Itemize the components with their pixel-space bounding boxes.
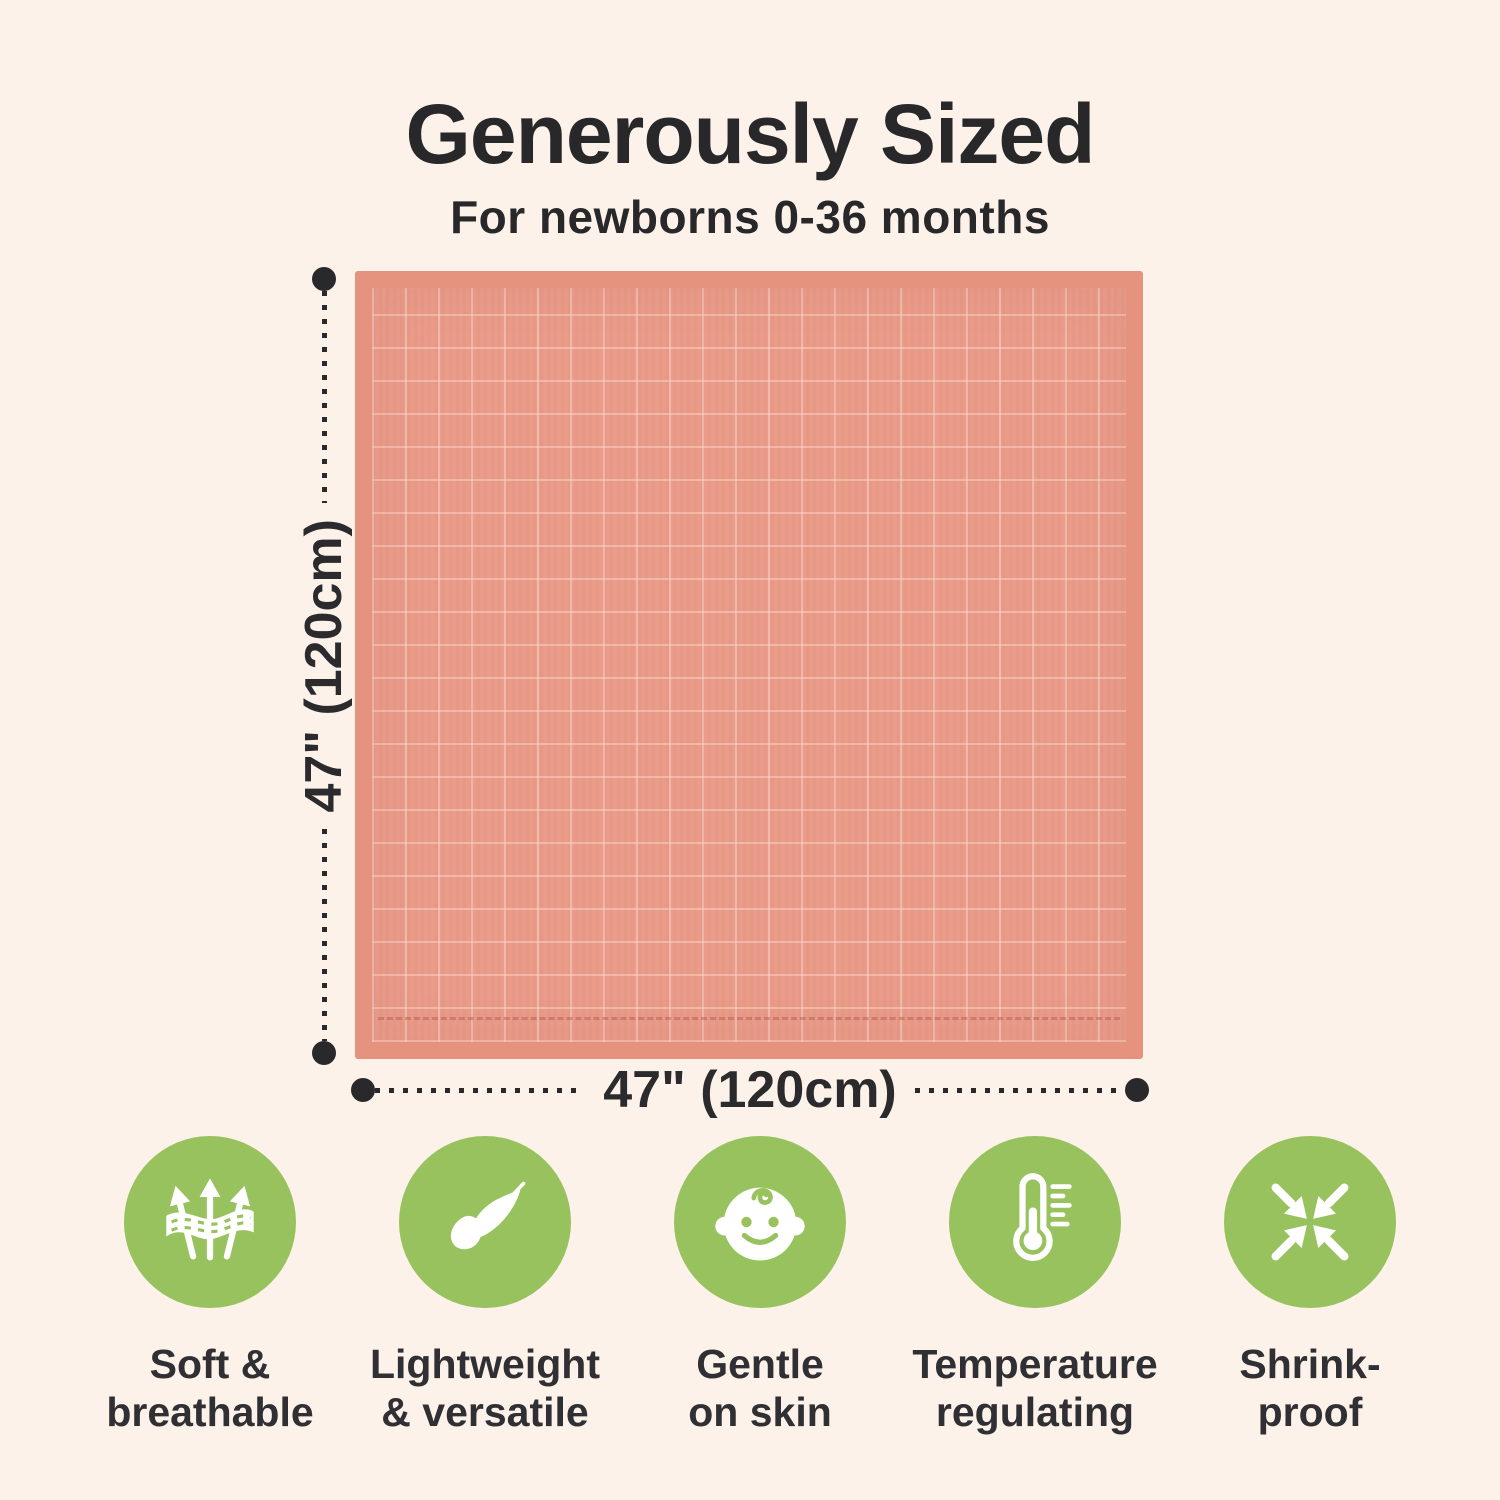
width-dimension-label: 47" (120cm) (603, 1061, 897, 1119)
baby-face-icon (715, 1187, 805, 1261)
width-dimension: 47" (120cm) (351, 1062, 1149, 1118)
feature-badge (949, 1136, 1121, 1308)
feature-shrink-proof: Shrink- proof (1173, 1136, 1448, 1437)
features-row: Soft & breathable Lightweight & versatil… (0, 1136, 1500, 1437)
feature-label: Lightweight & versatile (369, 1341, 600, 1436)
height-dimension: 47" (120cm) (295, 267, 353, 1065)
dotted-line-horizontal (375, 1087, 586, 1093)
feature-label: Gentle on skin (688, 1341, 832, 1436)
feature-badge (1224, 1136, 1396, 1308)
dotted-line-vertical (321, 828, 327, 1041)
feature-soft-breathable: Soft & breathable (73, 1136, 348, 1437)
thermometer-icon (1013, 1173, 1072, 1261)
height-dimension-label: 47" (120cm) (295, 519, 353, 813)
feather-icon (450, 1181, 526, 1250)
feature-gentle-on-skin: Gentle on skin (623, 1136, 898, 1437)
blanket-hem-stitch (378, 1017, 1120, 1020)
feature-label: Temperature regulating (912, 1341, 1158, 1436)
shrink-arrows-icon (1271, 1183, 1349, 1261)
feature-lightweight-versatile: Lightweight & versatile (348, 1136, 623, 1437)
dimension-endpoint-dot (312, 267, 336, 291)
feature-label: Soft & breathable (106, 1341, 314, 1436)
dimension-endpoint-dot (312, 1041, 336, 1065)
page-subtitle: For newborns 0-36 months (450, 191, 1050, 243)
dimension-endpoint-dot (1125, 1078, 1149, 1102)
feature-label: Shrink- proof (1239, 1341, 1381, 1436)
feature-badge (399, 1136, 571, 1308)
dotted-line-horizontal (914, 1087, 1125, 1093)
breathable-fabric-icon (166, 1178, 254, 1261)
feature-temperature-regulating: Temperature regulating (898, 1136, 1173, 1437)
dimension-endpoint-dot (351, 1078, 375, 1102)
muslin-blanket-image (355, 271, 1143, 1059)
feature-badge (674, 1136, 846, 1308)
dotted-line-vertical (321, 291, 327, 504)
feature-badge (124, 1136, 296, 1308)
page-title: Generously Sized (405, 87, 1096, 181)
